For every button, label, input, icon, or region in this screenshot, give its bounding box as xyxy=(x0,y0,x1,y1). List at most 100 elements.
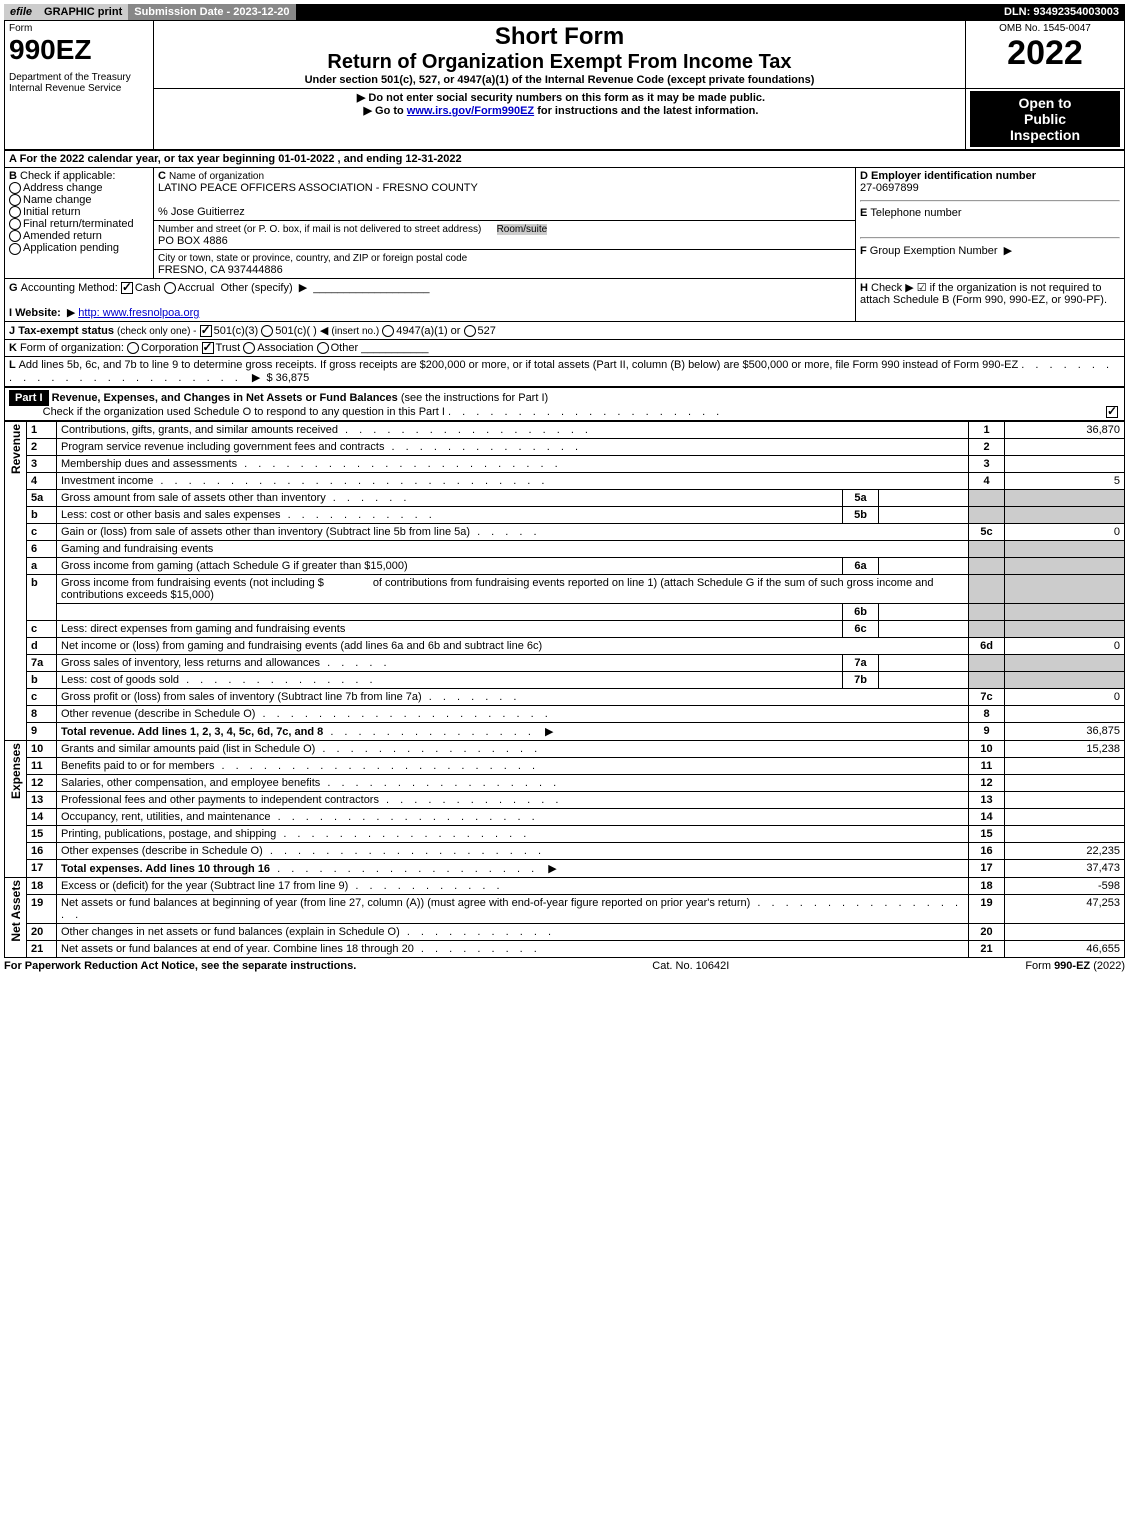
city: FRESNO, CA 937444886 xyxy=(158,264,283,276)
val-3 xyxy=(1005,456,1125,473)
ein: 27-0697899 xyxy=(860,182,919,194)
tax-year: 2022 xyxy=(970,34,1120,73)
4947-check[interactable] xyxy=(382,325,394,337)
form-header: Form 990EZ Department of the Treasury In… xyxy=(4,20,1125,150)
b-label: Check if applicable: xyxy=(20,170,115,182)
line-7a: Gross sales of inventory, less returns a… xyxy=(61,657,320,669)
j-label: Tax-exempt status xyxy=(18,325,114,337)
line-6c: Less: direct expenses from gaming and fu… xyxy=(61,623,345,635)
501c-check[interactable] xyxy=(261,325,273,337)
part1-label: Part I xyxy=(9,390,49,406)
l-amount: $ 36,875 xyxy=(266,372,309,384)
line-5b: Less: cost or other basis and sales expe… xyxy=(61,509,281,521)
val-2 xyxy=(1005,439,1125,456)
name-change-check[interactable] xyxy=(9,194,21,206)
other-check[interactable] xyxy=(317,342,329,354)
assoc-check[interactable] xyxy=(243,342,255,354)
val-8 xyxy=(1005,706,1125,723)
line-5a: Gross amount from sale of assets other t… xyxy=(61,492,326,504)
corp-check[interactable] xyxy=(127,342,139,354)
trust-check[interactable] xyxy=(202,342,214,354)
line-12: Salaries, other compensation, and employ… xyxy=(61,777,320,789)
val-1: 36,870 xyxy=(1005,422,1125,439)
form-ref: Form 990-EZ (2022) xyxy=(1025,960,1125,972)
final-return-check[interactable] xyxy=(9,218,21,230)
val-15 xyxy=(1005,826,1125,843)
lines-table: Revenue 1 Contributions, gifts, grants, … xyxy=(4,421,1125,958)
arrow-icon xyxy=(542,726,556,738)
section-a-l: A For the 2022 calendar year, or tax yea… xyxy=(4,150,1125,387)
part1-header: Part I Revenue, Expenses, and Changes in… xyxy=(4,387,1125,421)
line-15: Printing, publications, postage, and shi… xyxy=(61,828,276,840)
app-pending-check[interactable] xyxy=(9,243,21,255)
addr-change-check[interactable] xyxy=(9,182,21,194)
val-9: 36,875 xyxy=(1005,723,1125,741)
line-19: Net assets or fund balances at beginning… xyxy=(61,897,750,909)
val-5c: 0 xyxy=(1005,524,1125,541)
under-section: Under section 501(c), 527, or 4947(a)(1)… xyxy=(158,74,961,86)
line-6d: Net income or (loss) from gaming and fun… xyxy=(61,640,542,652)
part1-check-line: Check if the organization used Schedule … xyxy=(43,406,445,418)
line-18: Excess or (deficit) for the year (Subtra… xyxy=(61,880,348,892)
e-label: Telephone number xyxy=(870,207,961,219)
schedule-o-check[interactable] xyxy=(1106,406,1118,418)
line-14: Occupancy, rent, utilities, and maintena… xyxy=(61,811,271,823)
line-7c: Gross profit or (loss) from sales of inv… xyxy=(61,691,422,703)
k-label: Form of organization: xyxy=(20,342,124,354)
careof: % Jose Guitierrez xyxy=(158,206,245,218)
amended-return-check[interactable] xyxy=(9,230,21,242)
line-21: Net assets or fund balances at end of ye… xyxy=(61,943,414,955)
val-21: 46,655 xyxy=(1005,941,1125,958)
line-11: Benefits paid to or for members xyxy=(61,760,214,772)
501c3-check[interactable] xyxy=(200,325,212,337)
title-long: Return of Organization Exempt From Incom… xyxy=(158,51,961,74)
part1-note: (see the instructions for Part I) xyxy=(401,392,548,404)
val-14 xyxy=(1005,809,1125,826)
val-13 xyxy=(1005,792,1125,809)
val-12 xyxy=(1005,775,1125,792)
line-7b: Less: cost of goods sold xyxy=(61,674,179,686)
val-10: 15,238 xyxy=(1005,741,1125,758)
arrow-icon xyxy=(545,863,559,875)
arrow-icon xyxy=(1001,245,1015,257)
org-name: LATINO PEACE OFFICERS ASSOCIATION - FRES… xyxy=(158,182,478,194)
form-word: Form xyxy=(9,23,149,34)
irs-link[interactable]: www.irs.gov/Form990EZ xyxy=(407,105,534,117)
arrow-icon xyxy=(361,105,375,117)
val-20 xyxy=(1005,924,1125,941)
open-public: Open to Public Inspection xyxy=(970,91,1120,147)
line-a: For the 2022 calendar year, or tax year … xyxy=(20,153,462,165)
city-label: City or town, state or province, country… xyxy=(158,253,467,264)
form-number: 990EZ xyxy=(9,34,149,66)
line-6b: Gross income from fundraising events (no… xyxy=(61,577,324,589)
dln: DLN: 93492354003003 xyxy=(998,4,1125,20)
line-2: Program service revenue including govern… xyxy=(61,441,384,453)
paperwork-notice: For Paperwork Reduction Act Notice, see … xyxy=(4,960,356,972)
goto: Go to www.irs.gov/Form990EZ for instruct… xyxy=(375,105,758,117)
line-4: Investment income xyxy=(61,475,153,487)
l-text: Add lines 5b, 6c, and 7b to line 9 to de… xyxy=(19,359,1019,371)
line-9: Total revenue. Add lines 1, 2, 3, 4, 5c,… xyxy=(61,726,323,738)
val-4: 5 xyxy=(1005,473,1125,490)
efile-label: efile xyxy=(4,4,38,20)
no-ssn: Do not enter social security numbers on … xyxy=(368,92,765,104)
527-check[interactable] xyxy=(464,325,476,337)
line-17: Total expenses. Add lines 10 through 16 xyxy=(61,863,270,875)
c-label: Name of organization xyxy=(169,171,264,182)
line-8: Other revenue (describe in Schedule O) xyxy=(61,708,255,720)
title-short: Short Form xyxy=(158,23,961,51)
arrow-icon xyxy=(249,372,263,384)
initial-return-check[interactable] xyxy=(9,206,21,218)
addr-label: Number and street (or P. O. box, if mail… xyxy=(158,224,481,235)
topbar: efile GRAPHIC print Submission Date - 20… xyxy=(4,4,1125,20)
netassets-vlabel: Net Assets xyxy=(9,880,23,942)
f-label: Group Exemption Number xyxy=(870,245,998,257)
cash-check[interactable] xyxy=(121,282,133,294)
graphic-print[interactable]: GRAPHIC print xyxy=(38,4,128,20)
line-16: Other expenses (describe in Schedule O) xyxy=(61,845,263,857)
val-16: 22,235 xyxy=(1005,843,1125,860)
website-link[interactable]: http: www.fresnolpoa.org xyxy=(78,307,199,319)
line-10: Grants and similar amounts paid (list in… xyxy=(61,743,315,755)
accrual-check[interactable] xyxy=(164,282,176,294)
arrow-icon xyxy=(354,92,368,104)
